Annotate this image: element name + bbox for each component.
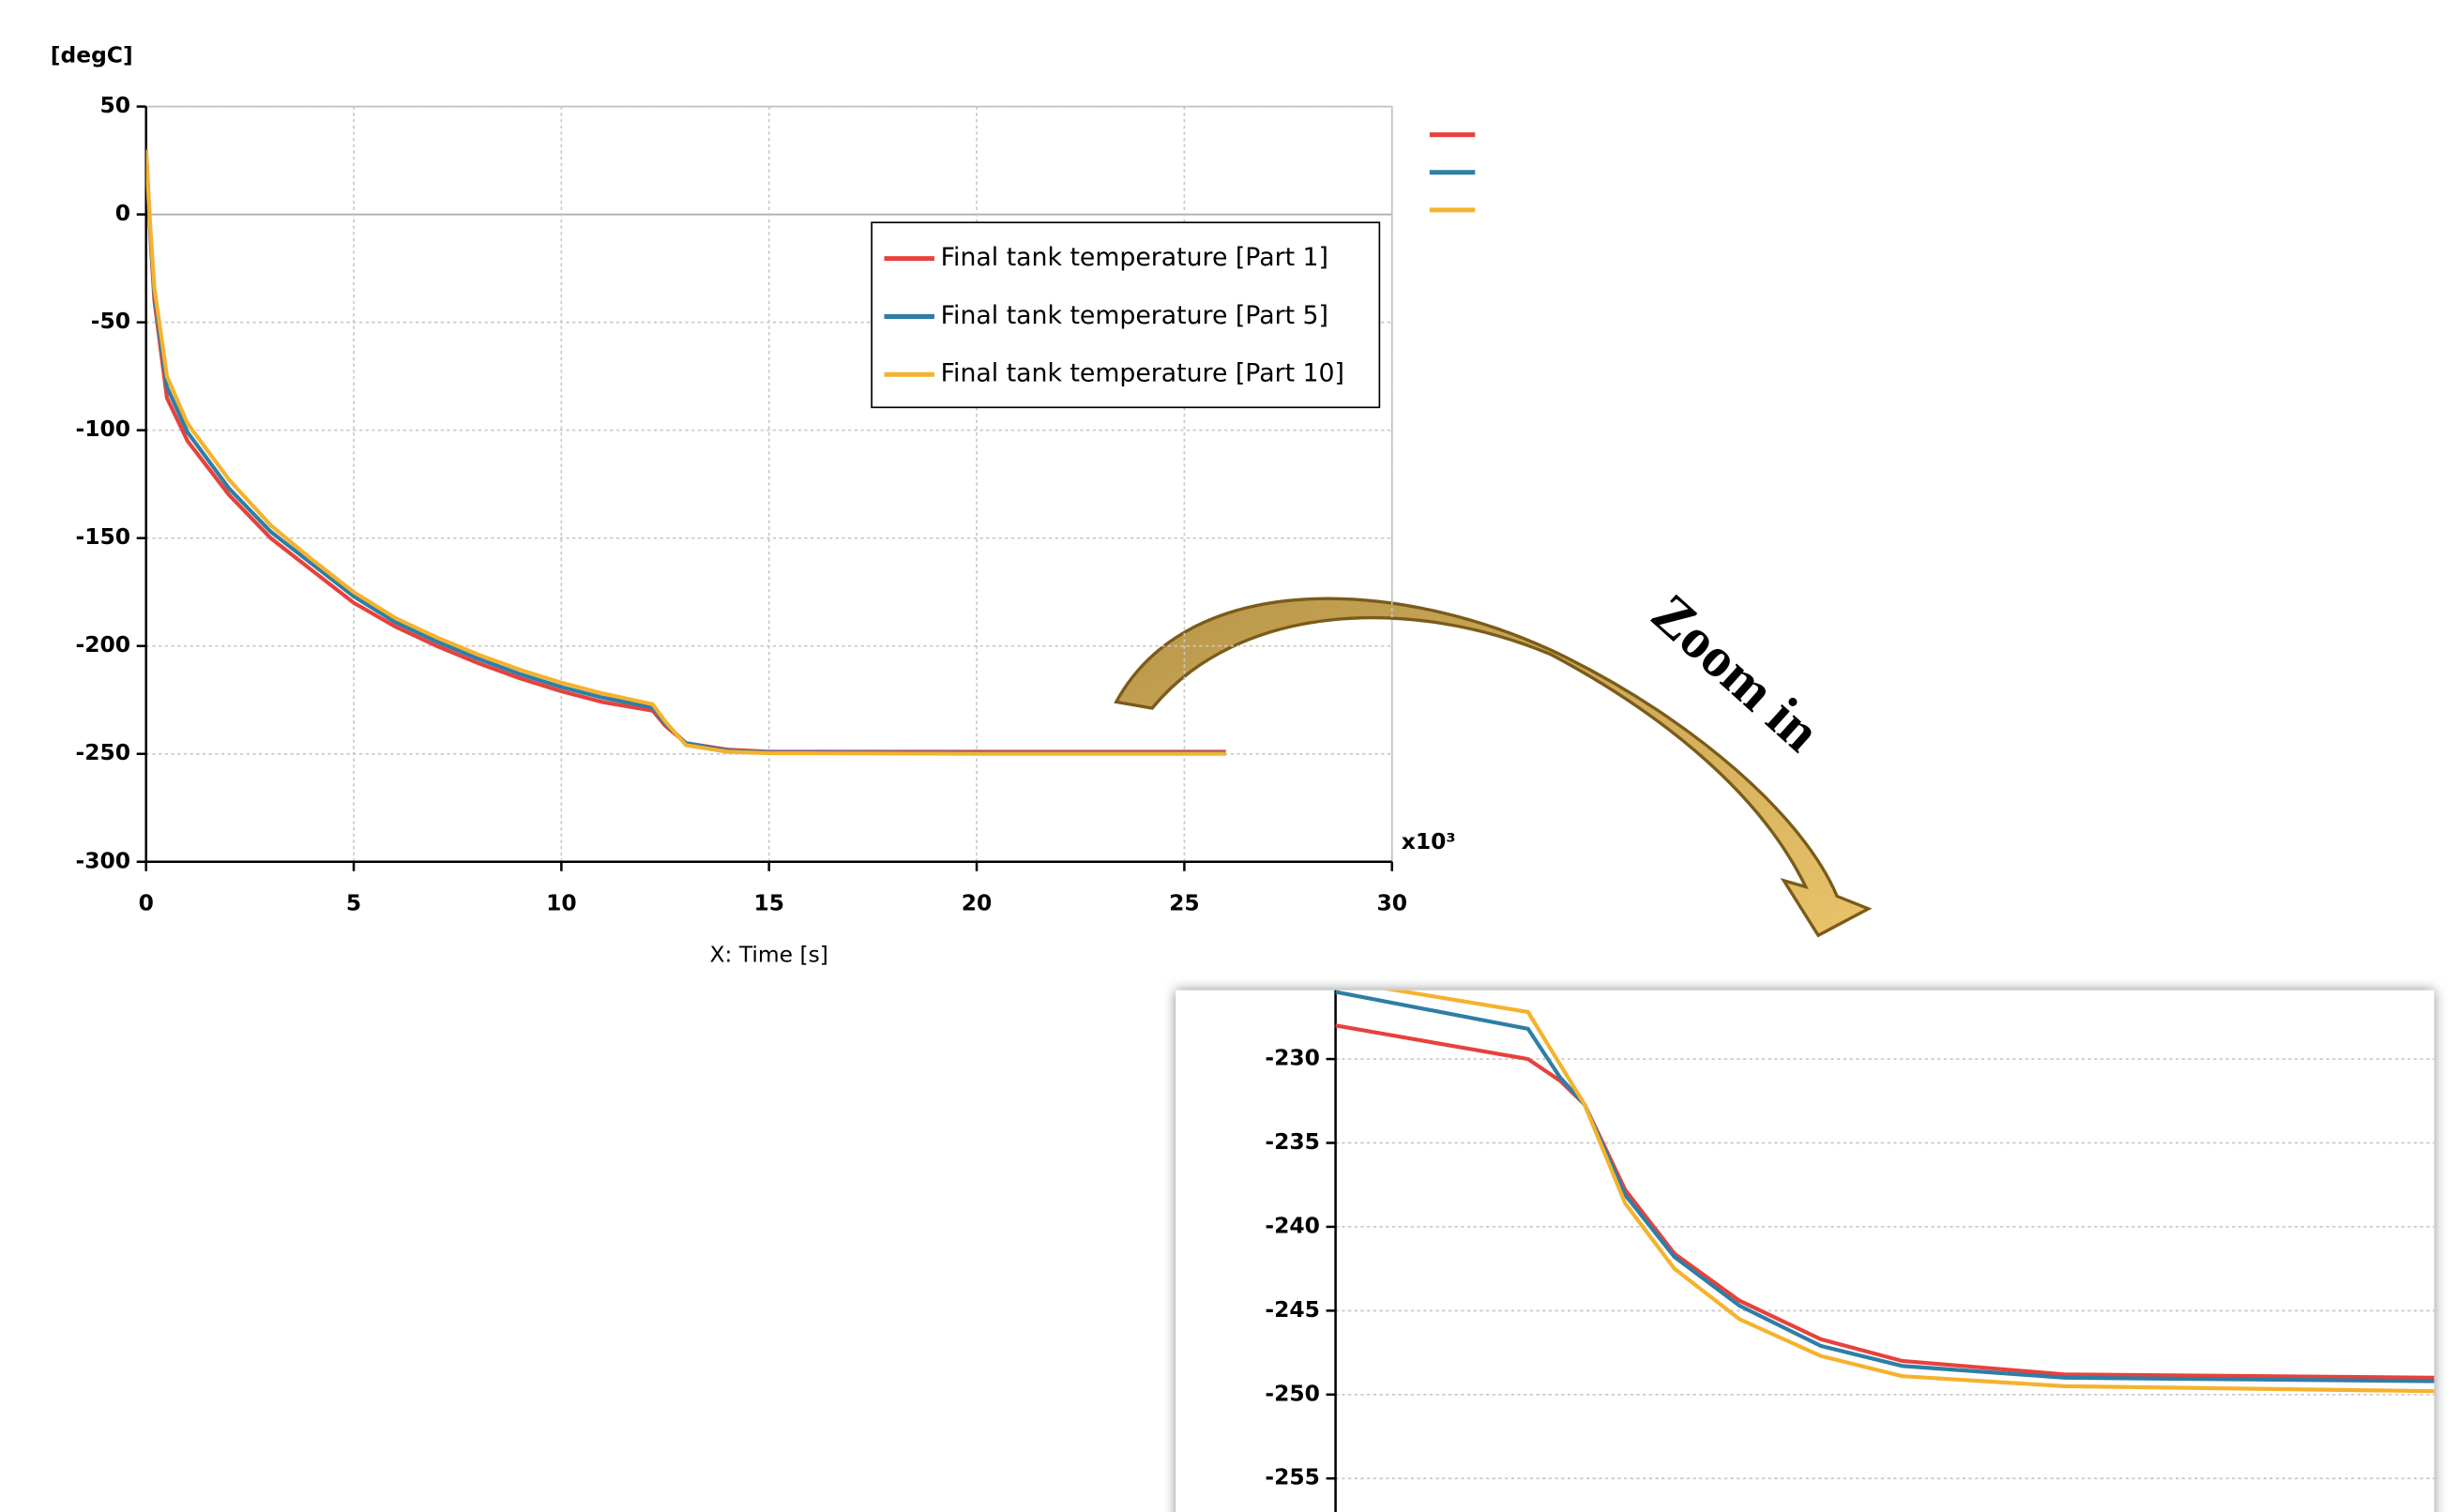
x-tick-label: 25 [1169, 889, 1200, 915]
y-tick-label: -200 [76, 631, 131, 658]
series-line [1335, 1023, 2435, 1380]
outer-legend-swatches [1429, 132, 1476, 213]
x-tick-label: 0 [139, 889, 154, 915]
x-axis-label: X: Time [s] [710, 941, 828, 967]
x-multiplier: x10³ [1402, 828, 1456, 854]
x-tick-label: 30 [1376, 889, 1407, 915]
y-tick-label: 0 [115, 200, 130, 226]
y-tick-label: -250 [1265, 1380, 1320, 1406]
x-tick-label: 15 [753, 889, 784, 915]
zoom-arrow [1114, 597, 1873, 938]
annotation: Zoom in [1640, 582, 1832, 764]
y-tick-label: -245 [1265, 1296, 1320, 1323]
y-tick-label: -150 [76, 523, 131, 550]
zoom-panel [1176, 990, 2435, 1512]
y-tick-label: 50 [99, 92, 130, 118]
y-tick-label: -230 [1265, 1045, 1320, 1071]
x-tick-label: 5 [346, 889, 361, 915]
legend-label: Final tank temperature [Part 5] [941, 301, 1328, 330]
y-tick-label: -255 [1265, 1464, 1320, 1490]
legend-box [871, 221, 1381, 409]
series-group [1335, 990, 2435, 1394]
y-tick-label: -50 [91, 308, 130, 334]
x-tick-label: 20 [962, 889, 993, 915]
x-tick-label: 10 [546, 889, 577, 915]
y-tick-label: -235 [1265, 1128, 1320, 1155]
series-line [1384, 990, 2435, 1394]
y-tick-label: -100 [76, 416, 131, 442]
series-line [1335, 990, 2435, 1383]
y-tick-label: -250 [76, 739, 131, 765]
y-unit-label: [degC] [51, 42, 133, 68]
series-group [145, 149, 1226, 756]
y-tick-label: -240 [1265, 1212, 1320, 1238]
legend-label: Final tank temperature [Part 1] [941, 243, 1328, 272]
y-tick-label: -300 [76, 847, 131, 873]
legend-label: Final tank temperature [Part 10] [941, 359, 1344, 388]
series-line [145, 149, 1226, 756]
